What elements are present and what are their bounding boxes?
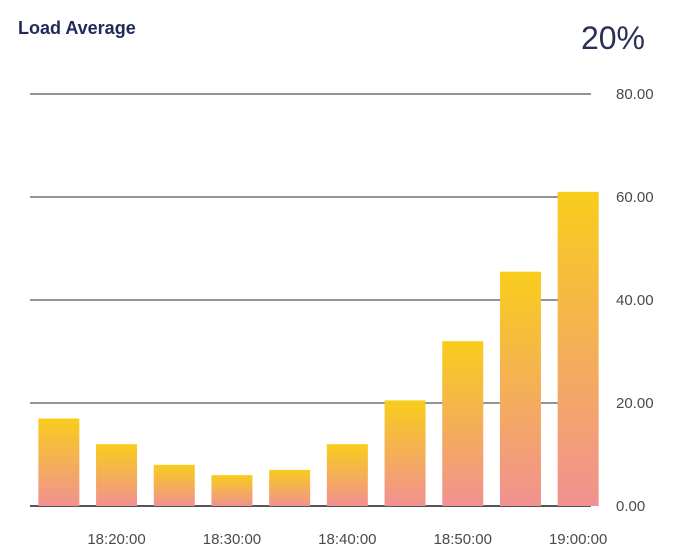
widget-title: Load Average: [18, 18, 136, 38]
bar[interactable]: [384, 400, 426, 506]
x-axis: 18:20:00 18:30:00 18:40:00 18:50:00 19:00:00: [87, 531, 607, 548]
bar[interactable]: [96, 444, 138, 506]
y-tick-label: 0.00: [616, 498, 645, 515]
bar[interactable]: [326, 444, 368, 506]
y-tick-label: 20.00: [616, 395, 654, 412]
bar[interactable]: [442, 341, 484, 506]
bar[interactable]: [153, 464, 195, 506]
x-tick-label: 18:50:00: [434, 531, 492, 548]
bar[interactable]: [38, 418, 80, 506]
bar[interactable]: [557, 191, 599, 506]
x-tick-label: 19:00:00: [549, 531, 607, 548]
x-tick-label: 18:40:00: [318, 531, 376, 548]
bar[interactable]: [499, 271, 541, 506]
y-tick-label: 60.00: [616, 189, 654, 206]
x-tick-label: 18:20:00: [87, 531, 145, 548]
y-tick-label: 80.00: [616, 86, 654, 103]
y-tick-label: 40.00: [616, 292, 654, 309]
current-value: 20%: [580, 20, 645, 56]
y-axis: 0.00 20.00 40.00 60.00 80.00: [616, 86, 654, 515]
bar[interactable]: [269, 469, 311, 506]
bar[interactable]: [211, 475, 253, 506]
x-tick-label: 18:30:00: [203, 531, 261, 548]
bar-layer: [38, 191, 599, 506]
